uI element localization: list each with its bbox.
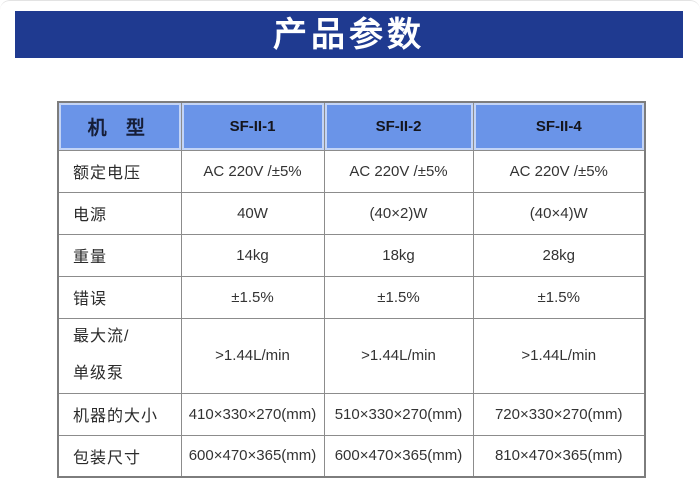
cell-value: ±1.5%: [472, 275, 646, 319]
parameters-table: 机 型 SF-II-1 SF-II-2 SF-II-4 额定电压 AC 220V…: [57, 101, 646, 478]
cell-value: 18kg: [323, 233, 474, 277]
cell-value: 410×330×270(mm): [180, 392, 325, 436]
row-label-line-2: 单级泵: [73, 365, 125, 382]
section-banner: 产品参数: [15, 11, 683, 58]
row-label: 机器的大小: [57, 392, 182, 436]
row-label: 错误: [57, 275, 182, 319]
header-model-label: 机 型: [57, 101, 182, 151]
table-row-error: 错误 ±1.5% ±1.5% ±1.5%: [57, 275, 646, 319]
table-row-rated-voltage: 额定电压 AC 220V /±5% AC 220V /±5% AC 220V /…: [57, 149, 646, 193]
row-label: 包装尺寸: [57, 434, 182, 478]
cell-value: >1.44L/min: [180, 317, 325, 394]
table-row-package-size: 包装尺寸 600×470×365(mm) 600×470×365(mm) 810…: [57, 434, 646, 478]
cell-value: 40W: [180, 191, 325, 235]
table-row-machine-size: 机器的大小 410×330×270(mm) 510×330×270(mm) 72…: [57, 392, 646, 436]
row-label: 额定电压: [57, 149, 182, 193]
column-header-sf-ii-2: SF-II-2: [323, 101, 474, 151]
cell-value: AC 220V /±5%: [180, 149, 325, 193]
column-header-sf-ii-4: SF-II-4: [472, 101, 646, 151]
cell-value: >1.44L/min: [323, 317, 474, 394]
cell-value: 600×470×365(mm): [180, 434, 325, 478]
row-label: 最大流/ 单级泵: [57, 317, 182, 394]
cell-value: AC 220V /±5%: [323, 149, 474, 193]
cell-value: (40×2)W: [323, 191, 474, 235]
section-title: 产品参数: [273, 15, 425, 54]
cell-value: 14kg: [180, 233, 325, 277]
cell-value: 600×470×365(mm): [323, 434, 474, 478]
cell-value: (40×4)W: [472, 191, 646, 235]
cell-value: ±1.5%: [180, 275, 325, 319]
cell-value: ±1.5%: [323, 275, 474, 319]
row-label-line-1: 最大流/: [73, 328, 130, 345]
cell-value: 28kg: [472, 233, 646, 277]
table-row-max-flow: 最大流/ 单级泵 >1.44L/min >1.44L/min >1.44L/mi…: [57, 317, 646, 394]
row-label: 重量: [57, 233, 182, 277]
column-header-sf-ii-1: SF-II-1: [180, 101, 325, 151]
table-header-row: 机 型 SF-II-1 SF-II-2 SF-II-4: [57, 101, 646, 151]
cell-value: 510×330×270(mm): [323, 392, 474, 436]
cell-value: 720×330×270(mm): [472, 392, 646, 436]
row-label: 电源: [57, 191, 182, 235]
table-row-weight: 重量 14kg 18kg 28kg: [57, 233, 646, 277]
cell-value: 810×470×365(mm): [472, 434, 646, 478]
cell-value: >1.44L/min: [472, 317, 646, 394]
cell-value: AC 220V /±5%: [472, 149, 646, 193]
table-row-power: 电源 40W (40×2)W (40×4)W: [57, 191, 646, 235]
